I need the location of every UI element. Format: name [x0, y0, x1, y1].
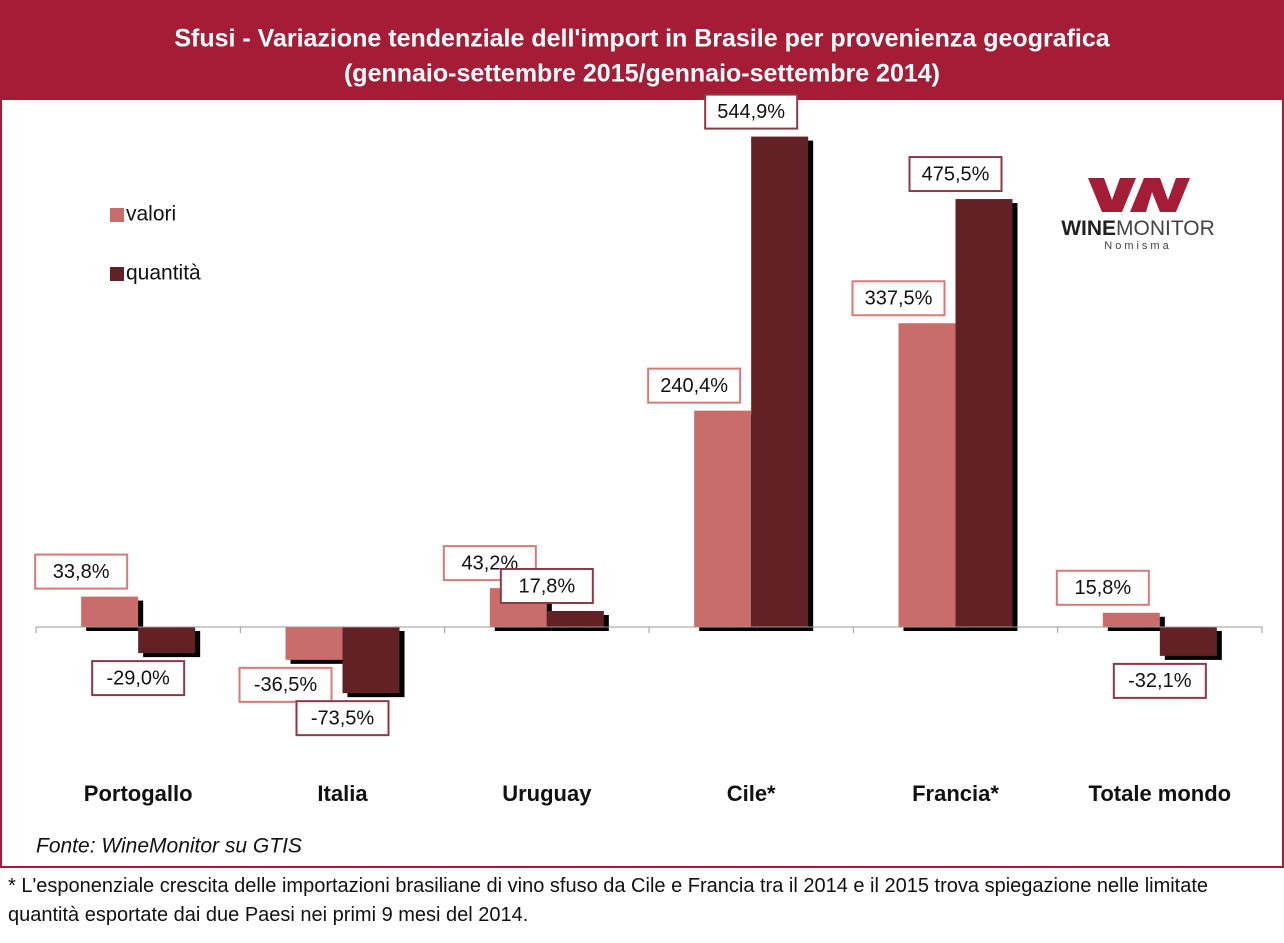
value-label-box [647, 367, 742, 404]
value-label-box [851, 280, 946, 317]
value-label: 337,5% [865, 288, 933, 310]
value-label-box [704, 93, 799, 130]
bar [138, 627, 196, 654]
footnote: * L'esponenziale crescita delle importaz… [8, 875, 1209, 926]
value-label-box [34, 553, 129, 590]
value-label-box [1055, 569, 1150, 606]
bar [751, 136, 809, 627]
bar [342, 627, 400, 694]
legend-label: quantità [126, 262, 201, 285]
logo-regular: MONITOR [1116, 217, 1215, 240]
value-label-box [908, 156, 1003, 193]
source: Fonte: WineMonitor su GTIS [36, 835, 302, 858]
value-label: 33,8% [53, 561, 110, 583]
value-label: 240,4% [660, 375, 728, 397]
logo-mark [1130, 178, 1190, 212]
bar [898, 323, 956, 627]
value-label-box [1112, 662, 1207, 699]
bar [1159, 627, 1217, 656]
x-tick-label: Cile* [727, 781, 776, 806]
bar [81, 596, 139, 627]
value-label: -32,1% [1128, 670, 1192, 692]
value-label-box [295, 700, 390, 737]
value-label: 15,8% [1074, 577, 1131, 599]
value-label-box [442, 545, 537, 582]
value-label: -73,5% [311, 707, 375, 729]
logo-bold: WINE [1061, 217, 1116, 240]
legend-label: valori [126, 203, 176, 226]
value-label: 544,9% [717, 101, 785, 123]
value-label-box [238, 666, 333, 703]
value-label: 17,8% [518, 575, 575, 597]
chart-subtitle: (gennaio-settembre 2015/gennaio-settembr… [344, 60, 940, 88]
chart-title: Sfusi - Variazione tendenziale dell'impo… [174, 25, 1110, 53]
logo-sub: Nomisma [1104, 240, 1171, 252]
bar [955, 199, 1013, 628]
x-tick-label: Uruguay [502, 781, 592, 806]
x-tick-label: Italia [317, 781, 368, 806]
legend-swatch [110, 208, 124, 222]
bar [285, 627, 343, 660]
value-label: -36,5% [254, 674, 318, 696]
logo: WINEMONITOR Nomisma [1061, 178, 1215, 252]
chart: Sfusi - Variazione tendenziale dell'impo… [0, 0, 1284, 868]
x-tick-label: Portogallo [84, 781, 193, 806]
title-bar [0, 0, 1284, 100]
bar [1102, 612, 1160, 627]
value-label: 475,5% [922, 163, 990, 185]
bar [694, 410, 752, 627]
logo-mark [1088, 178, 1136, 212]
legend-swatch [110, 267, 124, 281]
value-label-box [91, 660, 186, 697]
frame [0, 0, 1284, 868]
value-label: -29,0% [106, 667, 170, 689]
logo-text: WINEMONITOR [1061, 217, 1215, 240]
x-tick-label: Totale mondo [1089, 781, 1232, 806]
x-tick-label: Francia* [912, 781, 999, 806]
bar [546, 610, 604, 627]
value-label-box [499, 567, 594, 604]
